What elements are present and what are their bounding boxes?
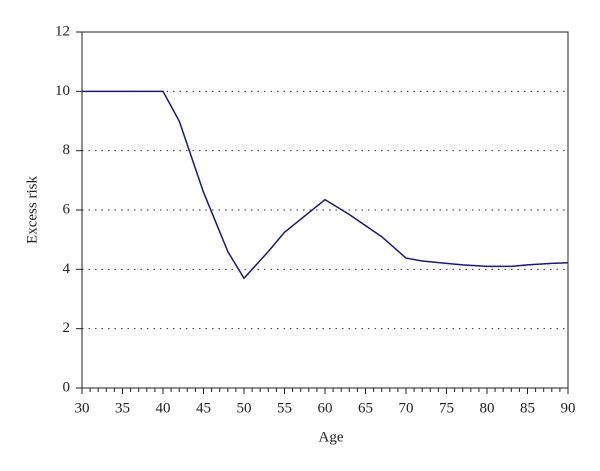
y-tick-label: 2 bbox=[63, 320, 71, 336]
y-tick-label: 0 bbox=[63, 379, 71, 395]
x-tick-label: 55 bbox=[277, 400, 292, 416]
x-tick-label: 70 bbox=[399, 400, 414, 416]
x-tick-label: 50 bbox=[237, 400, 252, 416]
x-tick-label: 65 bbox=[358, 400, 373, 416]
y-tick-label: 6 bbox=[63, 201, 71, 217]
x-tick-label: 90 bbox=[561, 400, 576, 416]
y-tick-label: 12 bbox=[55, 23, 70, 39]
x-tick-label: 35 bbox=[115, 400, 130, 416]
y-tick-label: 4 bbox=[63, 261, 71, 277]
x-tick-label: 60 bbox=[318, 400, 333, 416]
x-tick-label: 75 bbox=[439, 400, 454, 416]
y-tick-label: 8 bbox=[63, 142, 71, 158]
line bbox=[82, 90, 569, 280]
x-axis-label: Age bbox=[319, 429, 344, 445]
y-axis-label: Excess risk bbox=[24, 176, 40, 244]
x-tick-label: 40 bbox=[156, 400, 171, 416]
x-tick-label: 85 bbox=[520, 400, 535, 416]
plot-frame bbox=[81, 31, 569, 389]
x-tick-label: 80 bbox=[480, 400, 495, 416]
x-tick-label: 30 bbox=[75, 400, 90, 416]
y-tick-label: 10 bbox=[55, 83, 70, 99]
x-tick-label: 45 bbox=[196, 400, 211, 416]
